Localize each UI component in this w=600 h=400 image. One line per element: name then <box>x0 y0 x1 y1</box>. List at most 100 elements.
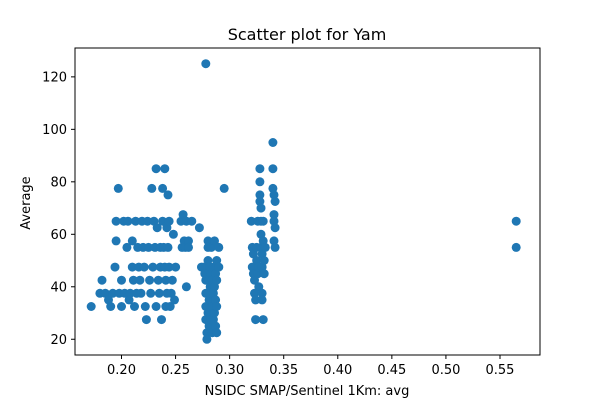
data-point <box>214 262 224 272</box>
data-point <box>268 164 278 174</box>
y-tick-label: 40 <box>50 280 67 295</box>
data-point <box>158 183 168 193</box>
data-point <box>269 210 279 220</box>
data-point <box>257 288 267 298</box>
data-point <box>212 302 222 311</box>
x-tick-label: 0.40 <box>323 363 352 378</box>
data-point <box>255 190 265 200</box>
y-tick-label: 120 <box>42 70 67 85</box>
data-point <box>164 262 174 272</box>
data-point <box>117 302 126 311</box>
data-point <box>210 236 219 246</box>
data-point <box>157 315 166 325</box>
data-point <box>171 262 181 272</box>
data-point <box>111 216 121 226</box>
x-axis-label: NSIDC SMAP/Sentinel 1Km: avg <box>205 384 410 399</box>
data-point <box>127 236 137 246</box>
data-point <box>212 275 222 285</box>
data-point <box>258 315 268 325</box>
data-point <box>202 334 212 344</box>
data-point <box>260 242 270 252</box>
data-point <box>168 229 178 239</box>
data-point <box>246 216 256 226</box>
data-point <box>270 197 280 206</box>
data-point <box>143 216 152 226</box>
data-point <box>259 269 269 279</box>
data-point <box>128 275 138 285</box>
data-point <box>151 164 161 174</box>
x-tick-label: 0.50 <box>431 363 460 378</box>
data-point <box>255 177 265 187</box>
y-tick-label: 80 <box>50 175 67 190</box>
data-point <box>110 262 120 272</box>
data-point <box>113 183 123 193</box>
data-point <box>511 216 521 226</box>
data-point <box>151 302 161 311</box>
data-point <box>259 256 269 265</box>
data-point <box>167 275 177 285</box>
data-point <box>256 203 266 213</box>
data-point <box>184 236 193 246</box>
data-point <box>170 295 179 305</box>
data-point <box>511 242 521 252</box>
x-tick-label: 0.55 <box>486 363 515 378</box>
data-point <box>140 302 150 311</box>
data-point <box>117 275 126 285</box>
data-point <box>184 242 193 252</box>
data-point <box>145 275 155 285</box>
data-point <box>164 216 174 226</box>
data-point <box>181 282 191 292</box>
data-point <box>253 269 263 279</box>
x-tick-label: 0.45 <box>377 363 406 378</box>
data-point <box>163 242 173 252</box>
data-point <box>257 295 267 305</box>
data-point <box>158 216 168 226</box>
data-point <box>255 164 265 174</box>
y-tick-label: 60 <box>50 228 67 243</box>
data-point <box>125 288 135 298</box>
data-point <box>127 262 137 272</box>
data-point <box>123 216 133 226</box>
x-tick-label: 0.20 <box>107 363 136 378</box>
data-point <box>214 242 224 252</box>
data-point <box>212 328 222 338</box>
data-point <box>258 216 268 226</box>
data-point <box>97 275 107 285</box>
data-point <box>130 302 139 311</box>
data-points <box>86 59 521 344</box>
data-point <box>111 236 121 246</box>
data-point <box>147 183 157 193</box>
data-point <box>163 190 173 200</box>
data-point <box>270 223 280 233</box>
data-point <box>160 164 170 174</box>
y-axis-ticks: 20 40 60 80 100 120 <box>42 70 75 348</box>
data-point <box>86 302 96 311</box>
data-point <box>251 315 261 325</box>
y-axis-label: Average <box>19 176 34 229</box>
data-point <box>122 242 132 252</box>
data-point <box>161 275 171 285</box>
data-point <box>131 216 141 226</box>
data-point <box>144 242 153 252</box>
data-point <box>108 288 118 298</box>
data-point <box>152 223 162 233</box>
data-point <box>165 302 175 311</box>
data-point <box>251 295 261 305</box>
x-axis-ticks: 0.20 0.25 0.30 0.35 0.40 0.45 0.50 0.55 <box>107 355 514 378</box>
data-point <box>154 288 164 298</box>
data-point <box>270 242 280 252</box>
data-point <box>141 315 151 325</box>
plot-frame <box>74 47 541 356</box>
data-point <box>153 275 163 285</box>
x-tick-label: 0.25 <box>161 363 190 378</box>
x-tick-label: 0.30 <box>215 363 244 378</box>
chart-title: Scatter plot for Yam <box>228 25 387 44</box>
data-point <box>146 288 156 298</box>
data-point <box>135 275 145 285</box>
data-point <box>136 288 146 298</box>
data-point <box>148 262 158 272</box>
data-point <box>139 262 149 272</box>
x-tick-label: 0.35 <box>269 363 298 378</box>
y-tick-label: 20 <box>50 333 67 348</box>
